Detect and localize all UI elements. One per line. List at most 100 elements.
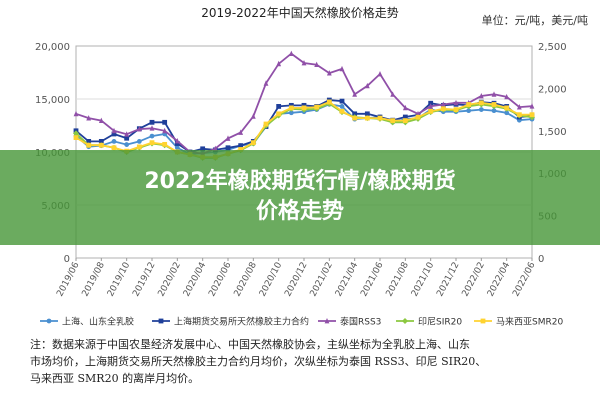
- data-point: [124, 142, 130, 147]
- legend-label: 上海期货交易所天然橡胶主力合约: [174, 316, 309, 328]
- data-point: [263, 121, 269, 127]
- legend-item: 马来西亚SMR20: [474, 317, 563, 328]
- chart-title: 2019-2022年中国天然橡胶价格走势: [201, 5, 398, 20]
- data-point: [364, 115, 370, 121]
- data-point: [339, 98, 345, 104]
- data-point: [466, 108, 472, 114]
- data-point: [352, 91, 358, 97]
- data-point: [478, 93, 484, 99]
- x-tick-label: 2021/08: [385, 260, 412, 298]
- data-point: [415, 114, 421, 120]
- data-point: [390, 118, 396, 124]
- x-tick-label: 2019/06: [55, 260, 82, 298]
- x-tick-label: 2021/04: [334, 260, 361, 298]
- y-left-tick-label: 0: [64, 254, 70, 265]
- data-point: [364, 111, 370, 117]
- data-point: [276, 111, 282, 117]
- data-point: [124, 131, 130, 137]
- data-point: [111, 139, 117, 144]
- data-point: [301, 102, 307, 108]
- y-right-tick-label: 2,000: [538, 84, 567, 95]
- data-point: [149, 119, 155, 125]
- data-point: [288, 102, 294, 108]
- x-tick-label: 2021/06: [359, 260, 386, 298]
- data-point: [162, 127, 168, 134]
- legend-item: 泰国RSS3: [318, 316, 381, 328]
- x-tick-label: 2019/10: [106, 260, 133, 298]
- x-tick-label: 2020/04: [182, 260, 209, 298]
- data-point: [453, 99, 459, 106]
- data-point: [377, 115, 383, 121]
- data-point: [288, 105, 294, 111]
- x-tick-label: 2022/02: [461, 261, 487, 299]
- data-point: [440, 101, 446, 107]
- data-point: [478, 100, 484, 106]
- x-tick-label: 2021/10: [410, 260, 437, 298]
- x-tick-label: 2019/12: [131, 261, 157, 299]
- data-point: [111, 131, 117, 137]
- data-point: [504, 93, 510, 100]
- legend-label: 印尼SIR20: [418, 316, 462, 328]
- data-point: [288, 50, 294, 57]
- source-note-line-2: 市场均价，上海期货交易所天然橡胶主力合约月均价，次纵坐标为泰国 RSS3、印尼 …: [30, 355, 487, 368]
- data-point: [491, 102, 497, 107]
- data-point: [491, 91, 497, 97]
- data-point: [225, 145, 231, 151]
- legend-swatch-marker: [158, 318, 164, 324]
- x-tick-label: 2019/08: [81, 260, 108, 298]
- data-point: [402, 114, 408, 120]
- data-point: [98, 142, 104, 148]
- source-note: 注：数据来源于中国农垦经济发展中心、中国天然橡胶协会，主纵坐标为全乳胶上海、山东…: [30, 336, 590, 387]
- data-point: [73, 110, 79, 117]
- data-point: [314, 104, 320, 110]
- y-left-tick-label: 20,000: [35, 42, 70, 53]
- data-point: [301, 59, 307, 66]
- data-point: [111, 127, 117, 134]
- data-point: [86, 115, 92, 121]
- legend-swatch-marker: [480, 318, 486, 324]
- legend: 上海、山东全乳胶 上海期货交易所天然橡胶主力合约 泰国RSS3 印尼SIR20 马来西亚…: [40, 316, 563, 328]
- banner-title-line-2: 价格走势: [255, 199, 344, 224]
- data-point: [504, 105, 510, 111]
- legend-item: 印尼SIR20: [396, 316, 462, 328]
- data-point: [162, 141, 168, 147]
- data-point: [238, 143, 244, 149]
- data-point: [149, 125, 155, 131]
- data-point: [212, 145, 218, 152]
- data-point: [288, 110, 294, 116]
- data-point: [491, 108, 497, 114]
- legend-item: 上海、山东全乳胶: [40, 316, 134, 328]
- x-tick-label: 2020/02: [157, 261, 183, 299]
- data-point: [428, 108, 434, 114]
- x-tick-label: 2021/12: [435, 261, 461, 299]
- series-lines: [73, 50, 535, 161]
- title-banner: [0, 150, 600, 245]
- data-point: [73, 130, 79, 137]
- x-tick-label: 2020/12: [283, 261, 309, 299]
- data-point: [466, 102, 472, 107]
- data-point: [86, 142, 92, 148]
- banner-title: 2022年橡胶期货行情/橡胶期货 价格走势: [0, 167, 600, 227]
- data-point: [73, 135, 79, 140]
- x-tick-label: 2020/06: [207, 260, 234, 298]
- data-point: [225, 135, 231, 141]
- data-point: [326, 99, 332, 105]
- data-point: [98, 139, 104, 144]
- legend-swatch-marker: [46, 318, 52, 324]
- data-point: [162, 119, 168, 125]
- legend-item: 上海期货交易所天然橡胶主力合约: [152, 316, 309, 328]
- source-note-line-1: 注：数据来源于中国农垦经济发展中心、中国天然橡胶协会，主纵坐标为全乳胶上海、山东: [30, 338, 470, 351]
- unit-label: 单位：元/吨，美元/吨: [482, 13, 588, 27]
- data-point: [326, 70, 332, 76]
- series-3: [73, 50, 535, 157]
- data-point: [339, 104, 345, 109]
- data-point: [352, 111, 358, 117]
- data-point: [174, 145, 180, 151]
- x-tick-label: 2021/02: [309, 261, 335, 299]
- data-point: [149, 133, 155, 139]
- data-point: [250, 113, 256, 119]
- data-point: [516, 112, 522, 118]
- y-right-tick-label: 1,500: [538, 127, 567, 138]
- data-point: [478, 107, 484, 112]
